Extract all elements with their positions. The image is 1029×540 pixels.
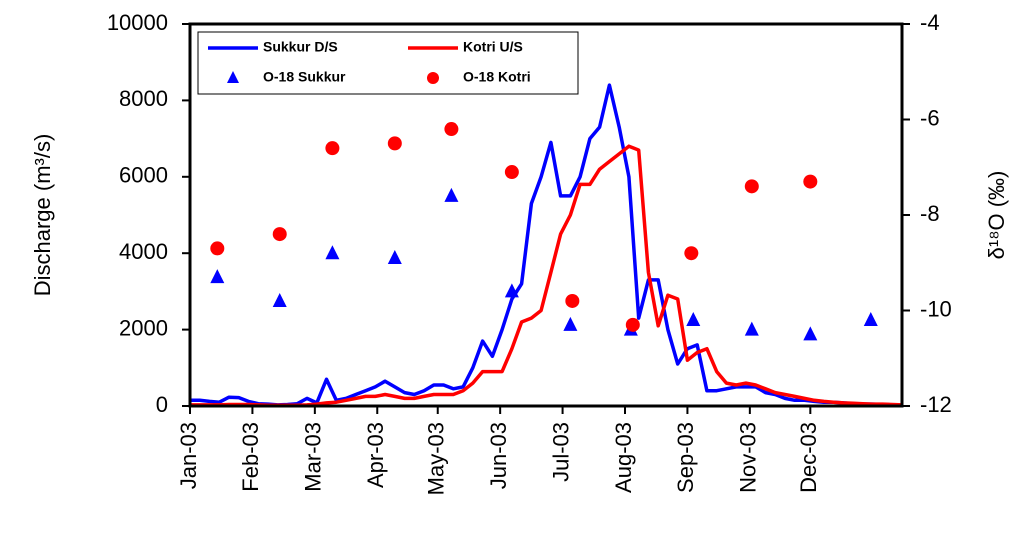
y-tick-label: 4000 (119, 239, 168, 264)
triangle-marker (504, 283, 519, 298)
y2-tick-label: -8 (920, 201, 940, 226)
triangle-marker (444, 187, 459, 202)
y-axis-title: Discharge (m³/s) (30, 134, 55, 297)
y2-axis-title: δ¹⁸O (‰) (984, 171, 1009, 260)
legend-marker (227, 71, 239, 83)
x-tick-label: Apr-03 (363, 422, 388, 488)
y-tick-label: 10000 (107, 10, 168, 35)
x-tick-label: Jan-03 (176, 422, 201, 489)
circle-marker (744, 179, 759, 194)
legend-label: O-18 Kotri (463, 69, 531, 85)
plot-frame (188, 22, 904, 408)
legend-label: Kotri U/S (463, 39, 523, 55)
x-tick-label: Sep-03 (673, 422, 698, 493)
circle-marker (272, 227, 287, 242)
series-line (190, 144, 903, 407)
y-tick-label: 6000 (119, 163, 168, 188)
y2-tick-label: -6 (920, 105, 940, 130)
x-tick-label: Dec-03 (796, 422, 821, 493)
y2-tick-label: -10 (920, 296, 952, 321)
circle-marker (684, 246, 699, 261)
x-tick-label: Jul-03 (548, 422, 573, 482)
legend-label: Sukkur D/S (263, 39, 338, 55)
x-tick-label: Feb-03 (238, 422, 263, 492)
x-tick-label: Mar-03 (301, 422, 326, 492)
y-tick-label: 2000 (119, 315, 168, 340)
x-tick-label: Nov-03 (736, 422, 761, 493)
triangle-marker (325, 245, 340, 260)
y2-tick-label: -4 (920, 10, 940, 35)
circle-marker (444, 122, 459, 137)
y-tick-label: 0 (156, 392, 168, 417)
triangle-marker (803, 326, 818, 341)
circle-marker (504, 165, 519, 180)
triangle-marker (210, 269, 225, 284)
triangle-marker (387, 249, 402, 264)
triangle-marker (863, 312, 878, 327)
circle-marker (565, 293, 580, 308)
x-tick-label: May-03 (424, 422, 449, 495)
circle-marker (803, 174, 818, 189)
circle-marker (625, 317, 640, 332)
circle-marker (387, 136, 402, 151)
legend-label: O-18 Sukkur (263, 69, 346, 85)
y2-tick-label: -12 (920, 392, 952, 417)
x-tick-label: Jun-03 (486, 422, 511, 489)
triangle-marker (744, 321, 759, 336)
x-tick-label: Aug-03 (611, 422, 636, 493)
y-tick-label: 8000 (119, 86, 168, 111)
series-line (190, 83, 903, 407)
legend-box (197, 31, 579, 95)
triangle-marker (563, 316, 578, 331)
legend-marker (427, 72, 439, 84)
circle-marker (210, 241, 225, 256)
circle-marker (325, 141, 340, 156)
triangle-marker (686, 312, 701, 327)
triangle-marker (272, 292, 287, 307)
